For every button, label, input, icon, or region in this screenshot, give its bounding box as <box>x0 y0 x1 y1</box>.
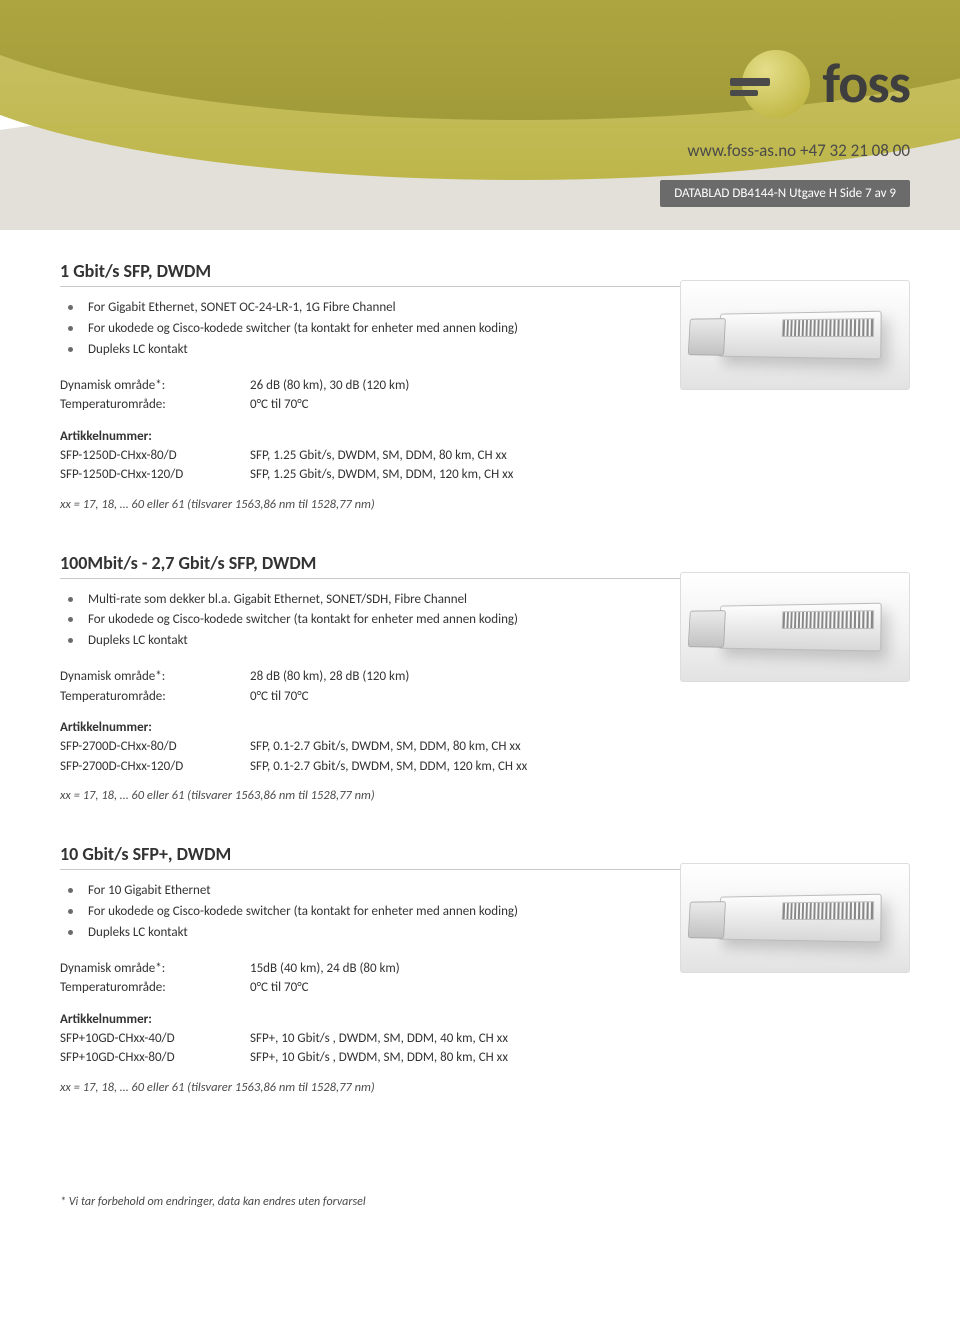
sfp-module-icon <box>718 602 882 651</box>
sfp-module-icon <box>718 311 882 360</box>
article-row: SFP-2700D-CHxx-120/D SFP, 0.1-2.7 Gbit/s… <box>60 757 900 777</box>
logo-text: foss <box>822 50 910 118</box>
section-footnote: xx = 17, 18, … 60 eller 61 (tilsvarer 15… <box>60 497 900 512</box>
spec-label: Temperaturområde: <box>60 687 250 707</box>
article-desc: SFP, 0.1-2.7 Gbit/s, DWDM, SM, DDM, 120 … <box>250 757 527 777</box>
article-header: Artikkelnummer: <box>60 1012 900 1027</box>
feature-item: Dupleks LC kontakt <box>68 341 580 360</box>
page-disclaimer: * Vi tar forbehold om endringer, data ka… <box>0 1175 960 1229</box>
article-code: SFP+10GD-CHxx-40/D <box>60 1029 250 1049</box>
spec-value: 0°C til 70°C <box>250 395 309 415</box>
article-desc: SFP+, 10 Gbit/s , DWDM, SM, DDM, 40 km, … <box>250 1029 508 1049</box>
section-10g-sfpplus-dwdm: 10 Gbit/s SFP+, DWDM For 10 Gigabit Ethe… <box>60 843 900 1095</box>
article-table: SFP+10GD-CHxx-40/D SFP+, 10 Gbit/s , DWD… <box>60 1029 900 1068</box>
sfp-module-icon <box>718 894 882 943</box>
feature-item: Dupleks LC kontakt <box>68 924 580 943</box>
spec-value: 0°C til 70°C <box>250 687 309 707</box>
feature-list: For 10 Gigabit Ethernet For ukodede og C… <box>60 882 580 943</box>
feature-item: For 10 Gigabit Ethernet <box>68 882 580 901</box>
content: 1 Gbit/s SFP, DWDM For Gigabit Ethernet,… <box>0 230 960 1175</box>
spec-row: Temperaturområde: 0°C til 70°C <box>60 687 900 707</box>
spec-value: 0°C til 70°C <box>250 978 309 998</box>
product-image <box>680 863 910 973</box>
article-desc: SFP, 1.25 Gbit/s, DWDM, SM, DDM, 80 km, … <box>250 446 507 466</box>
spec-label: Dynamisk område*: <box>60 376 250 396</box>
product-image <box>680 280 910 390</box>
spec-label: Temperaturområde: <box>60 978 250 998</box>
feature-item: For ukodede og Cisco-kodede switcher (ta… <box>68 611 580 630</box>
feature-item: For ukodede og Cisco-kodede switcher (ta… <box>68 903 580 922</box>
article-row: SFP+10GD-CHxx-40/D SFP+, 10 Gbit/s , DWD… <box>60 1029 900 1049</box>
article-code: SFP-1250D-CHxx-120/D <box>60 465 250 485</box>
article-code: SFP-2700D-CHxx-120/D <box>60 757 250 777</box>
article-desc: SFP, 0.1-2.7 Gbit/s, DWDM, SM, DDM, 80 k… <box>250 737 521 757</box>
feature-item: For ukodede og Cisco-kodede switcher (ta… <box>68 320 580 339</box>
article-table: SFP-2700D-CHxx-80/D SFP, 0.1-2.7 Gbit/s,… <box>60 737 900 776</box>
feature-item: For Gigabit Ethernet, SONET OC-24-LR-1, … <box>68 299 580 318</box>
spec-label: Dynamisk område*: <box>60 959 250 979</box>
article-desc: SFP, 1.25 Gbit/s, DWDM, SM, DDM, 120 km,… <box>250 465 513 485</box>
article-header: Artikkelnummer: <box>60 720 900 735</box>
article-table: SFP-1250D-CHxx-80/D SFP, 1.25 Gbit/s, DW… <box>60 446 900 485</box>
spec-value: 26 dB (80 km), 30 dB (120 km) <box>250 376 409 396</box>
header-band: foss www.foss-as.no +47 32 21 08 00 DATA… <box>0 0 960 230</box>
spec-value: 28 dB (80 km), 28 dB (120 km) <box>250 667 409 687</box>
article-code: SFP+10GD-CHxx-80/D <box>60 1048 250 1068</box>
feature-item: Dupleks LC kontakt <box>68 632 580 651</box>
product-image <box>680 572 910 682</box>
section-footnote: xx = 17, 18, … 60 eller 61 (tilsvarer 15… <box>60 788 900 803</box>
spec-row: Temperaturområde: 0°C til 70°C <box>60 395 900 415</box>
feature-list: For Gigabit Ethernet, SONET OC-24-LR-1, … <box>60 299 580 360</box>
contact-line: www.foss-as.no +47 32 21 08 00 <box>687 140 910 161</box>
article-row: SFP-1250D-CHxx-80/D SFP, 1.25 Gbit/s, DW… <box>60 446 900 466</box>
logo-block: foss <box>742 50 910 118</box>
feature-item: Multi-rate som dekker bl.a. Gigabit Ethe… <box>68 591 580 610</box>
article-row: SFP-2700D-CHxx-80/D SFP, 0.1-2.7 Gbit/s,… <box>60 737 900 757</box>
article-row: SFP+10GD-CHxx-80/D SFP+, 10 Gbit/s , DWD… <box>60 1048 900 1068</box>
article-row: SFP-1250D-CHxx-120/D SFP, 1.25 Gbit/s, D… <box>60 465 900 485</box>
section-100m-2g7-sfp-dwdm: 100Mbit/s - 2,7 Gbit/s SFP, DWDM Multi-r… <box>60 552 900 804</box>
section-footnote: xx = 17, 18, … 60 eller 61 (tilsvarer 15… <box>60 1080 900 1095</box>
section-1g-sfp-dwdm: 1 Gbit/s SFP, DWDM For Gigabit Ethernet,… <box>60 260 900 512</box>
logo-sphere-icon <box>742 50 810 118</box>
datasheet-badge: DATABLAD DB4144-N Utgave H Side 7 av 9 <box>660 180 910 207</box>
article-code: SFP-2700D-CHxx-80/D <box>60 737 250 757</box>
spec-value: 15dB (40 km), 24 dB (80 km) <box>250 959 400 979</box>
feature-list: Multi-rate som dekker bl.a. Gigabit Ethe… <box>60 591 580 652</box>
spec-label: Temperaturområde: <box>60 395 250 415</box>
spec-label: Dynamisk område*: <box>60 667 250 687</box>
article-desc: SFP+, 10 Gbit/s , DWDM, SM, DDM, 80 km, … <box>250 1048 508 1068</box>
article-code: SFP-1250D-CHxx-80/D <box>60 446 250 466</box>
spec-row: Temperaturområde: 0°C til 70°C <box>60 978 900 998</box>
article-header: Artikkelnummer: <box>60 429 900 444</box>
